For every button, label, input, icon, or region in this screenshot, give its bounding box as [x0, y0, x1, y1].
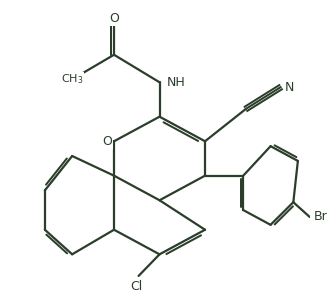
Text: O: O	[109, 12, 119, 25]
Text: NH: NH	[166, 76, 185, 89]
Text: O: O	[102, 135, 112, 148]
Text: CH$_3$: CH$_3$	[61, 73, 83, 86]
Text: N: N	[285, 81, 295, 94]
Text: Br: Br	[314, 210, 328, 223]
Text: Cl: Cl	[131, 280, 143, 293]
